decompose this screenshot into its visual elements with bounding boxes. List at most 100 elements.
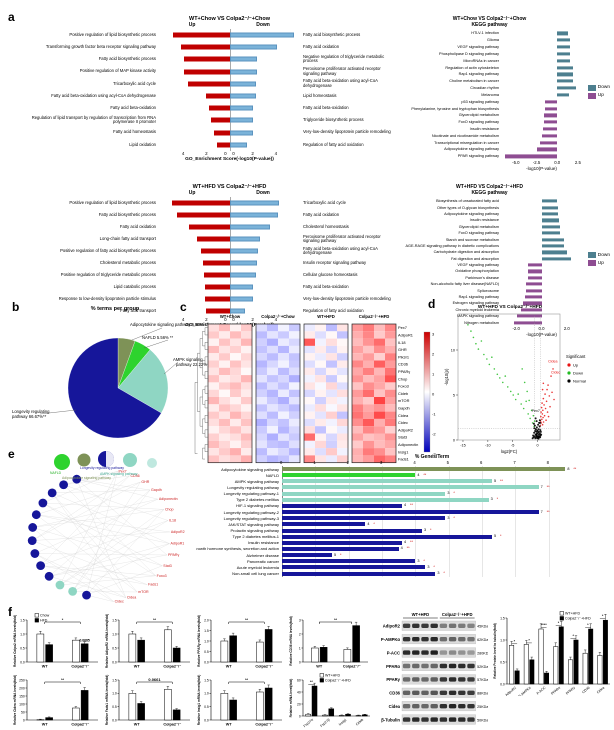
qpcr-chart-cidea: 0 50 100 150 200 250 Relative Cidea mRNA level…	[12, 672, 100, 730]
gene-expression-heatmap: WT+Chow Colpa2⁻/⁻+Chow WT+HFD Colpa2⁻/⁻+HFD…	[192, 304, 442, 483]
svg-text:CD36: CD36	[398, 362, 408, 367]
svg-text:Significant: Significant	[566, 354, 586, 359]
svg-text:-10: -10	[485, 444, 491, 448]
svg-text:*: *	[528, 638, 530, 642]
svg-text:pathway 22.22% ***: pathway 22.22% ***	[176, 362, 213, 367]
svg-text:0: 0	[537, 444, 539, 448]
svg-text:52KDa: 52KDa	[477, 665, 488, 669]
svg-text:Colpa2⁻/⁻: Colpa2⁻/⁻	[163, 723, 181, 727]
svg-text:100: 100	[19, 702, 25, 706]
svg-text:-3: -3	[432, 452, 436, 457]
svg-text:10: 10	[451, 348, 455, 352]
svg-text:0.0: 0.0	[20, 660, 25, 664]
svg-text:0: 0	[432, 392, 435, 397]
svg-text:Foxo3: Foxo3	[398, 384, 409, 389]
svg-text:Cidec: Cidec	[398, 420, 408, 425]
svg-text:Gapdh: Gapdh	[151, 488, 162, 492]
svg-text:-2: -2	[432, 432, 436, 437]
svg-text:P-AMPKα: P-AMPKα	[381, 637, 401, 642]
svg-text:1.5: 1.5	[112, 678, 117, 682]
svg-text:PPARγ: PPARγ	[565, 686, 576, 696]
bar-chart-svg: 0 1 2 3 Relative CD36 mRNA levels(fold) WT Col…	[289, 616, 368, 669]
svg-text:β-Tubulin: β-Tubulin	[381, 717, 400, 722]
svg-text:0.0: 0.0	[204, 718, 209, 722]
svg-text:Cidea: Cidea	[398, 413, 409, 418]
volcano-svg: WT+HFD VS Colpa2⁻/⁻+HFD Cidea Cidec Pex7 -15…	[444, 304, 586, 454]
svg-text:Pik3r1: Pik3r1	[398, 354, 409, 359]
svg-text:Relative Fads1 mRNA levels(fol: Relative Fads1 mRNA levels(fold)	[105, 675, 109, 726]
svg-text:PPARα: PPARα	[386, 664, 400, 669]
svg-text:mTOR: mTOR	[138, 590, 149, 594]
svg-text:*: *	[587, 623, 589, 627]
panel-label-e: e	[8, 447, 15, 461]
svg-text:Foxo3: Foxo3	[157, 574, 167, 578]
svg-text:NAFLD 5.56% **: NAFLD 5.56% **	[142, 335, 174, 340]
svg-text:Colpa2⁻/⁻: Colpa2⁻/⁻	[255, 723, 273, 727]
svg-text:1.0: 1.0	[500, 638, 505, 642]
svg-text:Adipocytokine signaling pathwa: Adipocytokine signaling pathway 5.56% **	[130, 322, 208, 327]
svg-text:*: *	[514, 639, 516, 643]
svg-text:WT: WT	[134, 723, 141, 727]
svg-text:Insig1: Insig1	[398, 449, 408, 454]
volcano-plot: WT+HFD VS Colpa2⁻/⁻+HFD Cidea Cidec Pex7 -15…	[442, 300, 614, 467]
svg-text:0.5: 0.5	[204, 705, 209, 709]
svg-text:Colpa2⁻/⁻+HFD: Colpa2⁻/⁻+HFD	[565, 617, 591, 621]
svg-text:2: 2	[432, 352, 435, 357]
svg-text:WT: WT	[134, 665, 141, 669]
svg-text:Fads1: Fads1	[148, 583, 158, 587]
svg-text:Colpa2⁻/⁻: Colpa2⁻/⁻	[71, 723, 89, 727]
panel-label-d: d	[428, 297, 436, 311]
svg-text:**: **	[334, 617, 338, 622]
svg-text:0.5: 0.5	[112, 705, 117, 709]
svg-text:IL18: IL18	[398, 340, 406, 345]
svg-text:Colpa2⁻/⁻+HFD: Colpa2⁻/⁻+HFD	[442, 612, 473, 617]
svg-text:Cidea: Cidea	[548, 360, 557, 364]
svg-text:1.5: 1.5	[20, 618, 25, 622]
svg-text:40: 40	[297, 690, 301, 694]
svg-text:*: *	[572, 634, 574, 638]
svg-text:Fsp27α: Fsp27α	[303, 718, 314, 728]
svg-text:0: 0	[299, 714, 301, 718]
svg-text:WT+Chow: WT+Chow	[220, 314, 241, 319]
svg-text:PPARγ: PPARγ	[386, 677, 400, 682]
svg-text:Colpa2⁻/⁻+Chow: Colpa2⁻/⁻+Chow	[261, 314, 295, 319]
svg-text:Colpa2⁻/⁻: Colpa2⁻/⁻	[255, 665, 273, 669]
svg-text:62KDa: 62KDa	[477, 638, 488, 642]
svg-text:Pex7: Pex7	[398, 325, 407, 330]
svg-text:WT+HFD VS Colpa2⁻/⁻+HFD: WT+HFD VS Colpa2⁻/⁻+HFD	[478, 304, 543, 310]
svg-text:Chop: Chop	[398, 376, 407, 381]
svg-text:Cidea: Cidea	[389, 704, 401, 709]
protein-level-chart: 0.0 0.5 1.0 1.5 Relative Protein level to tu…	[492, 610, 612, 701]
svg-text:WT: WT	[226, 665, 233, 669]
svg-text:1.0: 1.0	[20, 632, 25, 636]
svg-text:200: 200	[19, 686, 25, 690]
svg-text:-1: -1	[432, 412, 436, 417]
svg-text:Down: Down	[573, 371, 583, 376]
svg-text:Adipocytokine signaling pathwa: Adipocytokine signaling pathway	[62, 476, 111, 480]
kegg-legend: Down Up	[587, 84, 610, 101]
svg-text:Relative AdipoR2 mRNA levels(f: Relative AdipoR2 mRNA levels(fold)	[105, 614, 109, 668]
qpcr-chart-fads1: 0.0 0.5 1.0 1.5 Relative Fads1 mRNA levels(f…	[104, 672, 192, 730]
bar-chart-svg: 0 20 40 60 Relative mRNA level(fold) Fsp27α Fs…	[289, 673, 370, 728]
qpcr-chart-insig1: 0.0 0.5 1.0 1.5 Relative Insig1 mRNA levels(…	[196, 672, 284, 730]
svg-text:150: 150	[19, 694, 25, 698]
svg-text:1.0: 1.0	[204, 692, 209, 696]
svg-text:250: 250	[19, 678, 25, 682]
svg-text:2: 2	[299, 632, 301, 636]
svg-text:mTOR: mTOR	[398, 398, 410, 403]
svg-text:AMPK signaling: AMPK signaling	[173, 357, 203, 362]
svg-text:0.0: 0.0	[500, 682, 505, 686]
svg-text:57KDa: 57KDa	[477, 678, 488, 682]
svg-text:-15: -15	[460, 444, 466, 448]
svg-text:AdipoR1: AdipoR1	[398, 332, 413, 337]
svg-text:**: **	[61, 677, 65, 682]
svg-text:0.5: 0.5	[20, 646, 25, 650]
heatmap-svg: WT+Chow Colpa2⁻/⁻+Chow WT+HFD Colpa2⁻/⁻+HFD…	[194, 314, 436, 464]
svg-text:Cidec: Cidec	[551, 370, 560, 374]
svg-text:*: *	[602, 614, 604, 618]
svg-text:1: 1	[432, 372, 435, 377]
svg-text:Relative PPARγ mRNA levels(fol: Relative PPARγ mRNA levels(fold)	[197, 615, 201, 667]
svg-text:Relative Protein level to tubu: Relative Protein level to tubulin(fold)	[493, 623, 497, 678]
